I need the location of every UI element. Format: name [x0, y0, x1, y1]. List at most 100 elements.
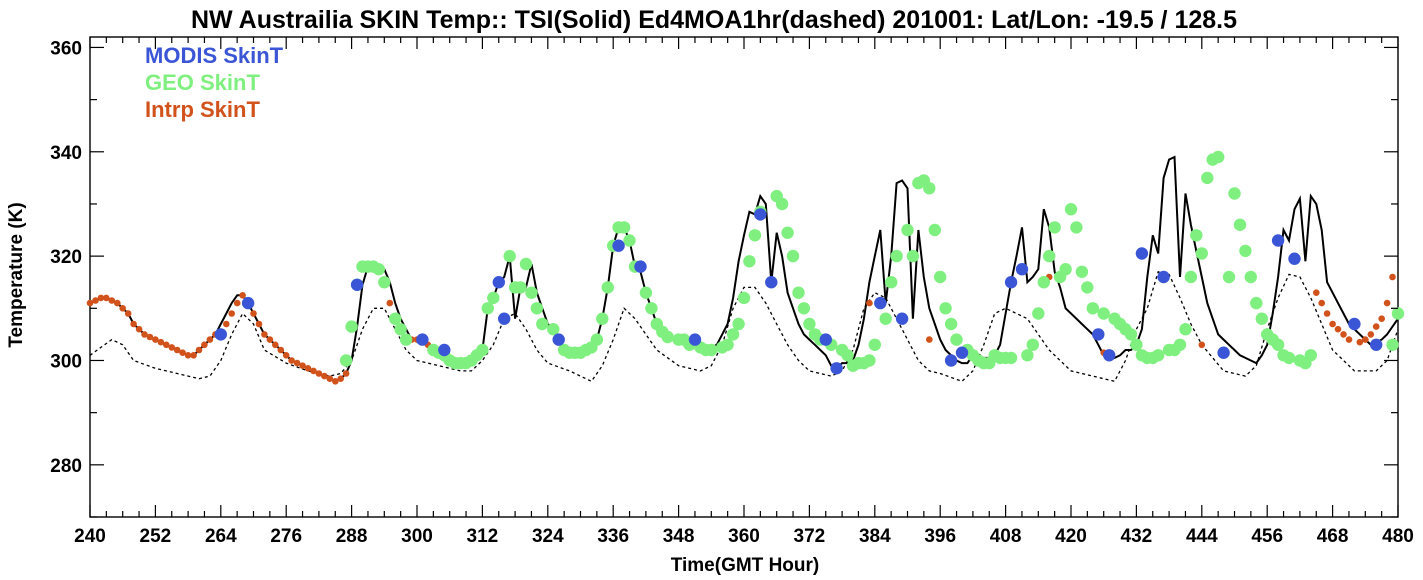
geo-point [1228, 187, 1241, 200]
intrp-point [288, 357, 295, 364]
geo-point [1271, 338, 1285, 351]
intrp-point [103, 294, 110, 302]
x-tick-label: 276 [270, 526, 302, 547]
geo-point [1064, 203, 1078, 216]
geo-point [1021, 349, 1034, 362]
geo-point [399, 333, 413, 346]
x-tick-label: 372 [794, 526, 826, 547]
intrp-point [1323, 310, 1331, 317]
intrp-point [1383, 299, 1391, 307]
modis-point [830, 362, 843, 375]
y-tick-label: 300 [50, 351, 82, 372]
geo-point [950, 333, 963, 346]
modis-point [1217, 346, 1230, 359]
geo-point [1048, 221, 1061, 234]
x-tick-label: 264 [205, 526, 237, 547]
x-tick-label: 348 [663, 526, 695, 547]
intrp-point [866, 299, 873, 307]
y-tick-label: 280 [50, 456, 82, 477]
geo-point [1184, 270, 1198, 284]
y-tick-label: 320 [50, 247, 82, 268]
legend-entry-intrp: Intrp SkinT [145, 97, 260, 122]
intrp-point [195, 346, 203, 354]
geo-point [863, 354, 876, 367]
geo-point [639, 286, 653, 299]
intrp-point [255, 320, 263, 328]
intrp-point [206, 336, 214, 343]
geo-point [1282, 351, 1296, 365]
geo-point [596, 312, 609, 325]
intrp-point [119, 305, 126, 312]
geo-point [1233, 218, 1247, 231]
x-tick-label: 444 [1186, 526, 1218, 547]
modis-point [819, 333, 832, 346]
geo-point [1086, 302, 1100, 315]
modis-point [765, 276, 778, 289]
geo-point [345, 320, 358, 333]
y-tick-label: 340 [50, 143, 82, 164]
modis-point [498, 312, 511, 325]
plot-area [86, 36, 1405, 518]
intrp-point [386, 299, 394, 307]
geo-point [1075, 265, 1089, 278]
geo-point [1222, 270, 1236, 284]
intrp-point [1340, 331, 1347, 338]
intrp-point [250, 310, 257, 317]
intrp-point [190, 352, 197, 359]
modis-point [1271, 234, 1285, 247]
x-tick-label: 252 [140, 526, 172, 547]
x-tick-label: 288 [336, 526, 368, 547]
modis-point [1092, 328, 1105, 341]
geo-point [536, 317, 549, 331]
x-tick-label: 336 [597, 526, 629, 547]
intrp-point [184, 352, 192, 359]
geo-point [372, 263, 385, 276]
intrp-point [277, 346, 285, 354]
geo-point [1304, 349, 1318, 362]
intrp-point [1329, 320, 1336, 328]
geo-point [525, 286, 538, 299]
geo-point [623, 234, 636, 247]
intrp-point [157, 338, 165, 346]
intrp-point [304, 365, 312, 372]
intrp-point [299, 362, 306, 370]
geo-point [1173, 338, 1187, 351]
geo-point [841, 349, 854, 362]
modis-point [214, 328, 227, 341]
x-tick-label: 240 [74, 526, 106, 547]
intrp-point [1334, 325, 1342, 333]
intrp-point [228, 310, 235, 317]
intrp-point [1389, 273, 1396, 281]
geo-point [476, 343, 489, 357]
intrp-point [261, 331, 268, 338]
geo-point [944, 317, 958, 331]
geo-point [781, 226, 794, 239]
geo-point [1043, 249, 1056, 263]
geo-point [743, 255, 756, 268]
intrp-point [130, 320, 137, 328]
intrp-point [315, 370, 323, 377]
intrp-point [1318, 299, 1325, 307]
geo-point [1004, 351, 1018, 365]
geo-point [1152, 349, 1165, 362]
y-axis-label: Temperature (K) [6, 202, 27, 347]
geo-point [547, 323, 560, 336]
x-tick-label: 456 [1251, 526, 1283, 547]
geo-point [726, 328, 740, 341]
x-tick-label: 396 [924, 526, 956, 547]
intrp-point [233, 299, 241, 307]
geo-point [934, 270, 947, 284]
geo-point [906, 249, 920, 263]
geo-point [1201, 171, 1214, 185]
modis-point [1135, 247, 1149, 260]
x-tick-label: 360 [728, 526, 760, 547]
dashed-series-line [89, 271, 1399, 383]
intrp-point [239, 292, 246, 299]
x-tick-label: 480 [1382, 526, 1414, 547]
intrp-point [173, 346, 181, 354]
intrp-point [108, 297, 116, 304]
modis-point [492, 276, 505, 289]
geo-point [775, 197, 789, 211]
geo-point [1255, 312, 1269, 325]
geo-point [481, 302, 494, 315]
